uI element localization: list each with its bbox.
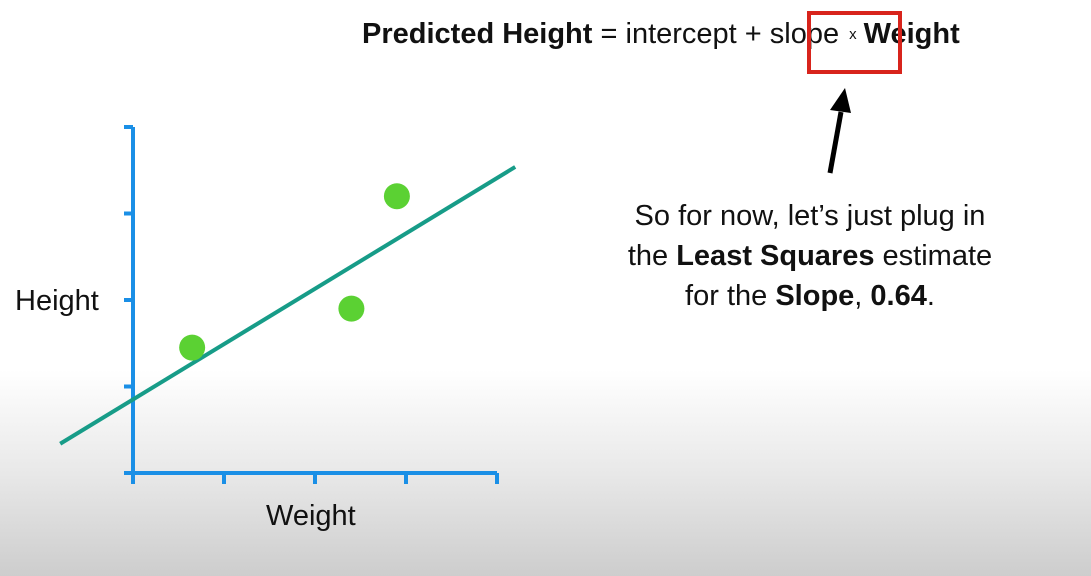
x-axis-label: Weight — [266, 500, 356, 532]
arrow-shaft — [827, 111, 844, 174]
note-line-2: the Least Squares estimate — [590, 236, 1030, 276]
note-line-2-post: estimate — [874, 240, 993, 272]
arrow-head — [830, 88, 851, 113]
note-line-3-mid: , — [854, 280, 871, 312]
formula-intercept: intercept — [625, 18, 737, 50]
y-axis-label: Height — [15, 285, 99, 317]
note-line-3-post: . — [926, 280, 935, 312]
data-points — [179, 183, 410, 361]
explanation-note: So for now, let’s just plug in the Least… — [590, 196, 1030, 316]
formula: Predicted Height = intercept + slope x Wei… — [362, 18, 960, 51]
note-line-2-pre: the — [627, 240, 677, 272]
arrow — [827, 88, 851, 174]
formula-plus: + — [736, 18, 770, 50]
note-line-3-pre: for the — [685, 280, 776, 312]
regression-line — [59, 165, 517, 446]
note-slope-value: 0.64 — [870, 280, 927, 312]
note-least-squares: Least Squares — [676, 240, 875, 272]
data-point — [338, 295, 365, 322]
formula-predicted-height: Predicted Height — [362, 18, 593, 50]
note-line-3: for the Slope, 0.64. — [590, 276, 1030, 316]
formula-equals: = — [592, 18, 626, 50]
note-slope: Slope — [775, 280, 855, 312]
data-point — [179, 334, 206, 361]
note-line-1: So for now, let’s just plug in — [634, 200, 986, 232]
formula-times: x — [849, 26, 857, 43]
formula-weight: Weight — [863, 18, 960, 50]
axes — [124, 125, 499, 484]
data-point — [383, 183, 410, 210]
slope-highlight-box — [807, 11, 902, 74]
formula-slope: slope — [769, 18, 840, 50]
